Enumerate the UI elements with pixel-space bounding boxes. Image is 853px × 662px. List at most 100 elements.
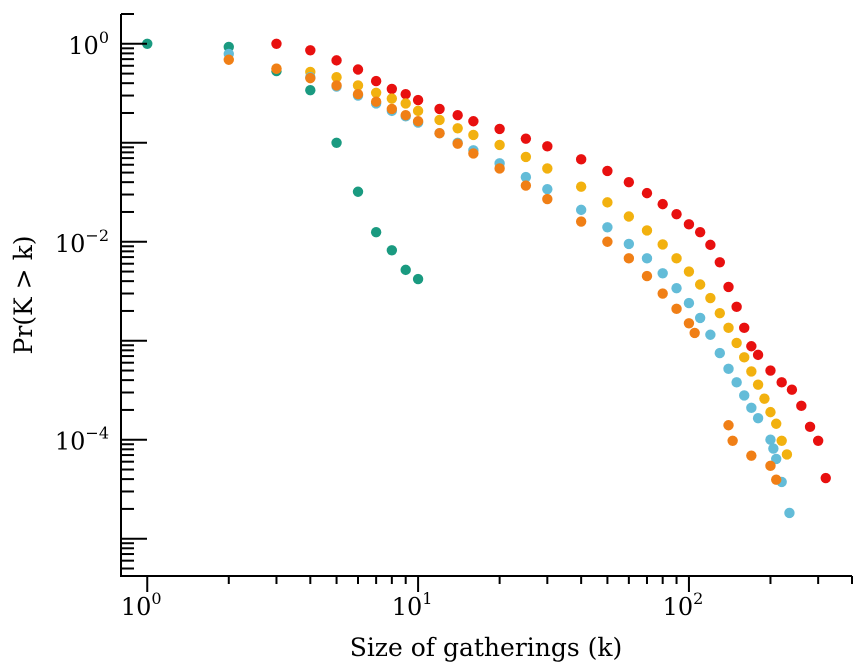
y-tick-label: 100 — [68, 28, 109, 60]
data-point — [694, 279, 706, 290]
data-point — [623, 253, 635, 264]
data-point — [331, 137, 342, 148]
data-point — [412, 94, 424, 106]
data-point — [305, 72, 316, 84]
series-3 — [271, 63, 793, 460]
data-point — [434, 127, 445, 139]
data-point — [352, 186, 364, 197]
data-point — [771, 453, 782, 465]
data-point — [671, 303, 682, 315]
data-point — [705, 292, 716, 304]
data-point — [602, 222, 613, 233]
data-point — [641, 270, 653, 282]
data-point — [671, 282, 682, 294]
data-point — [765, 434, 776, 445]
data-point — [727, 435, 738, 447]
data-point — [746, 450, 757, 461]
data-point — [271, 38, 282, 49]
data-point — [352, 80, 364, 91]
data-point — [776, 377, 787, 388]
data-point — [520, 171, 532, 183]
data-point — [223, 54, 234, 65]
data-point — [400, 264, 411, 276]
data-point — [602, 165, 613, 177]
data-point — [494, 139, 505, 151]
data-point — [705, 239, 716, 251]
data-point — [452, 138, 463, 149]
data-point — [370, 96, 382, 107]
data-point — [784, 507, 795, 519]
data-point — [683, 266, 695, 277]
series-1 — [142, 38, 424, 285]
data-point — [739, 322, 750, 334]
data-points — [142, 38, 831, 519]
axes — [120, 14, 852, 577]
data-point — [352, 64, 364, 75]
data-point — [602, 236, 613, 247]
data-point — [714, 307, 725, 319]
data-point — [575, 216, 587, 227]
data-point — [468, 148, 479, 159]
data-point — [434, 103, 445, 115]
data-point — [723, 322, 734, 334]
x-axis-title: Size of gatherings (k) — [350, 633, 623, 662]
data-point — [752, 349, 764, 361]
data-point — [746, 341, 757, 352]
data-point — [657, 288, 668, 299]
ticks: 100 101 102 100 10−2 10−4 — [55, 13, 853, 621]
data-point — [705, 329, 716, 340]
data-point — [468, 116, 479, 127]
data-point — [781, 449, 793, 460]
series-2 — [271, 38, 831, 484]
data-point — [400, 98, 411, 109]
data-point — [352, 88, 364, 100]
data-point — [714, 347, 725, 359]
data-point — [641, 253, 653, 264]
data-point — [331, 71, 342, 83]
data-point — [776, 435, 787, 447]
data-point — [370, 87, 382, 98]
data-point — [752, 413, 764, 424]
data-point — [331, 55, 342, 66]
data-point — [434, 114, 445, 126]
data-point — [694, 226, 706, 238]
data-point — [671, 208, 682, 220]
data-point — [271, 63, 282, 74]
data-point — [768, 443, 779, 454]
x-tick-label: 100 — [121, 589, 162, 621]
data-point — [786, 384, 798, 395]
data-point — [575, 181, 587, 192]
data-point — [542, 183, 553, 195]
data-point — [765, 365, 776, 376]
data-point — [683, 297, 695, 309]
data-point — [752, 379, 764, 390]
data-point — [370, 226, 382, 238]
data-point — [386, 103, 398, 115]
data-point — [520, 180, 532, 191]
data-point — [468, 129, 479, 141]
data-point — [386, 93, 398, 104]
data-point — [542, 141, 553, 152]
data-point — [771, 418, 782, 429]
data-point — [542, 193, 553, 205]
data-point — [731, 301, 742, 313]
data-point — [494, 123, 505, 135]
data-point — [804, 421, 816, 433]
data-point — [723, 281, 734, 293]
data-point — [623, 211, 635, 222]
data-point — [746, 402, 757, 414]
data-point — [739, 390, 750, 401]
data-point — [452, 123, 463, 134]
data-point — [671, 253, 682, 264]
data-point — [657, 198, 668, 210]
data-point — [494, 163, 505, 174]
data-point — [723, 420, 734, 431]
x-tick-label: 102 — [663, 589, 704, 621]
data-point — [683, 219, 695, 230]
data-point — [723, 363, 734, 375]
data-point — [602, 197, 613, 208]
data-point — [657, 239, 668, 250]
data-point — [759, 393, 770, 404]
data-point — [731, 377, 742, 388]
data-point — [739, 352, 750, 363]
